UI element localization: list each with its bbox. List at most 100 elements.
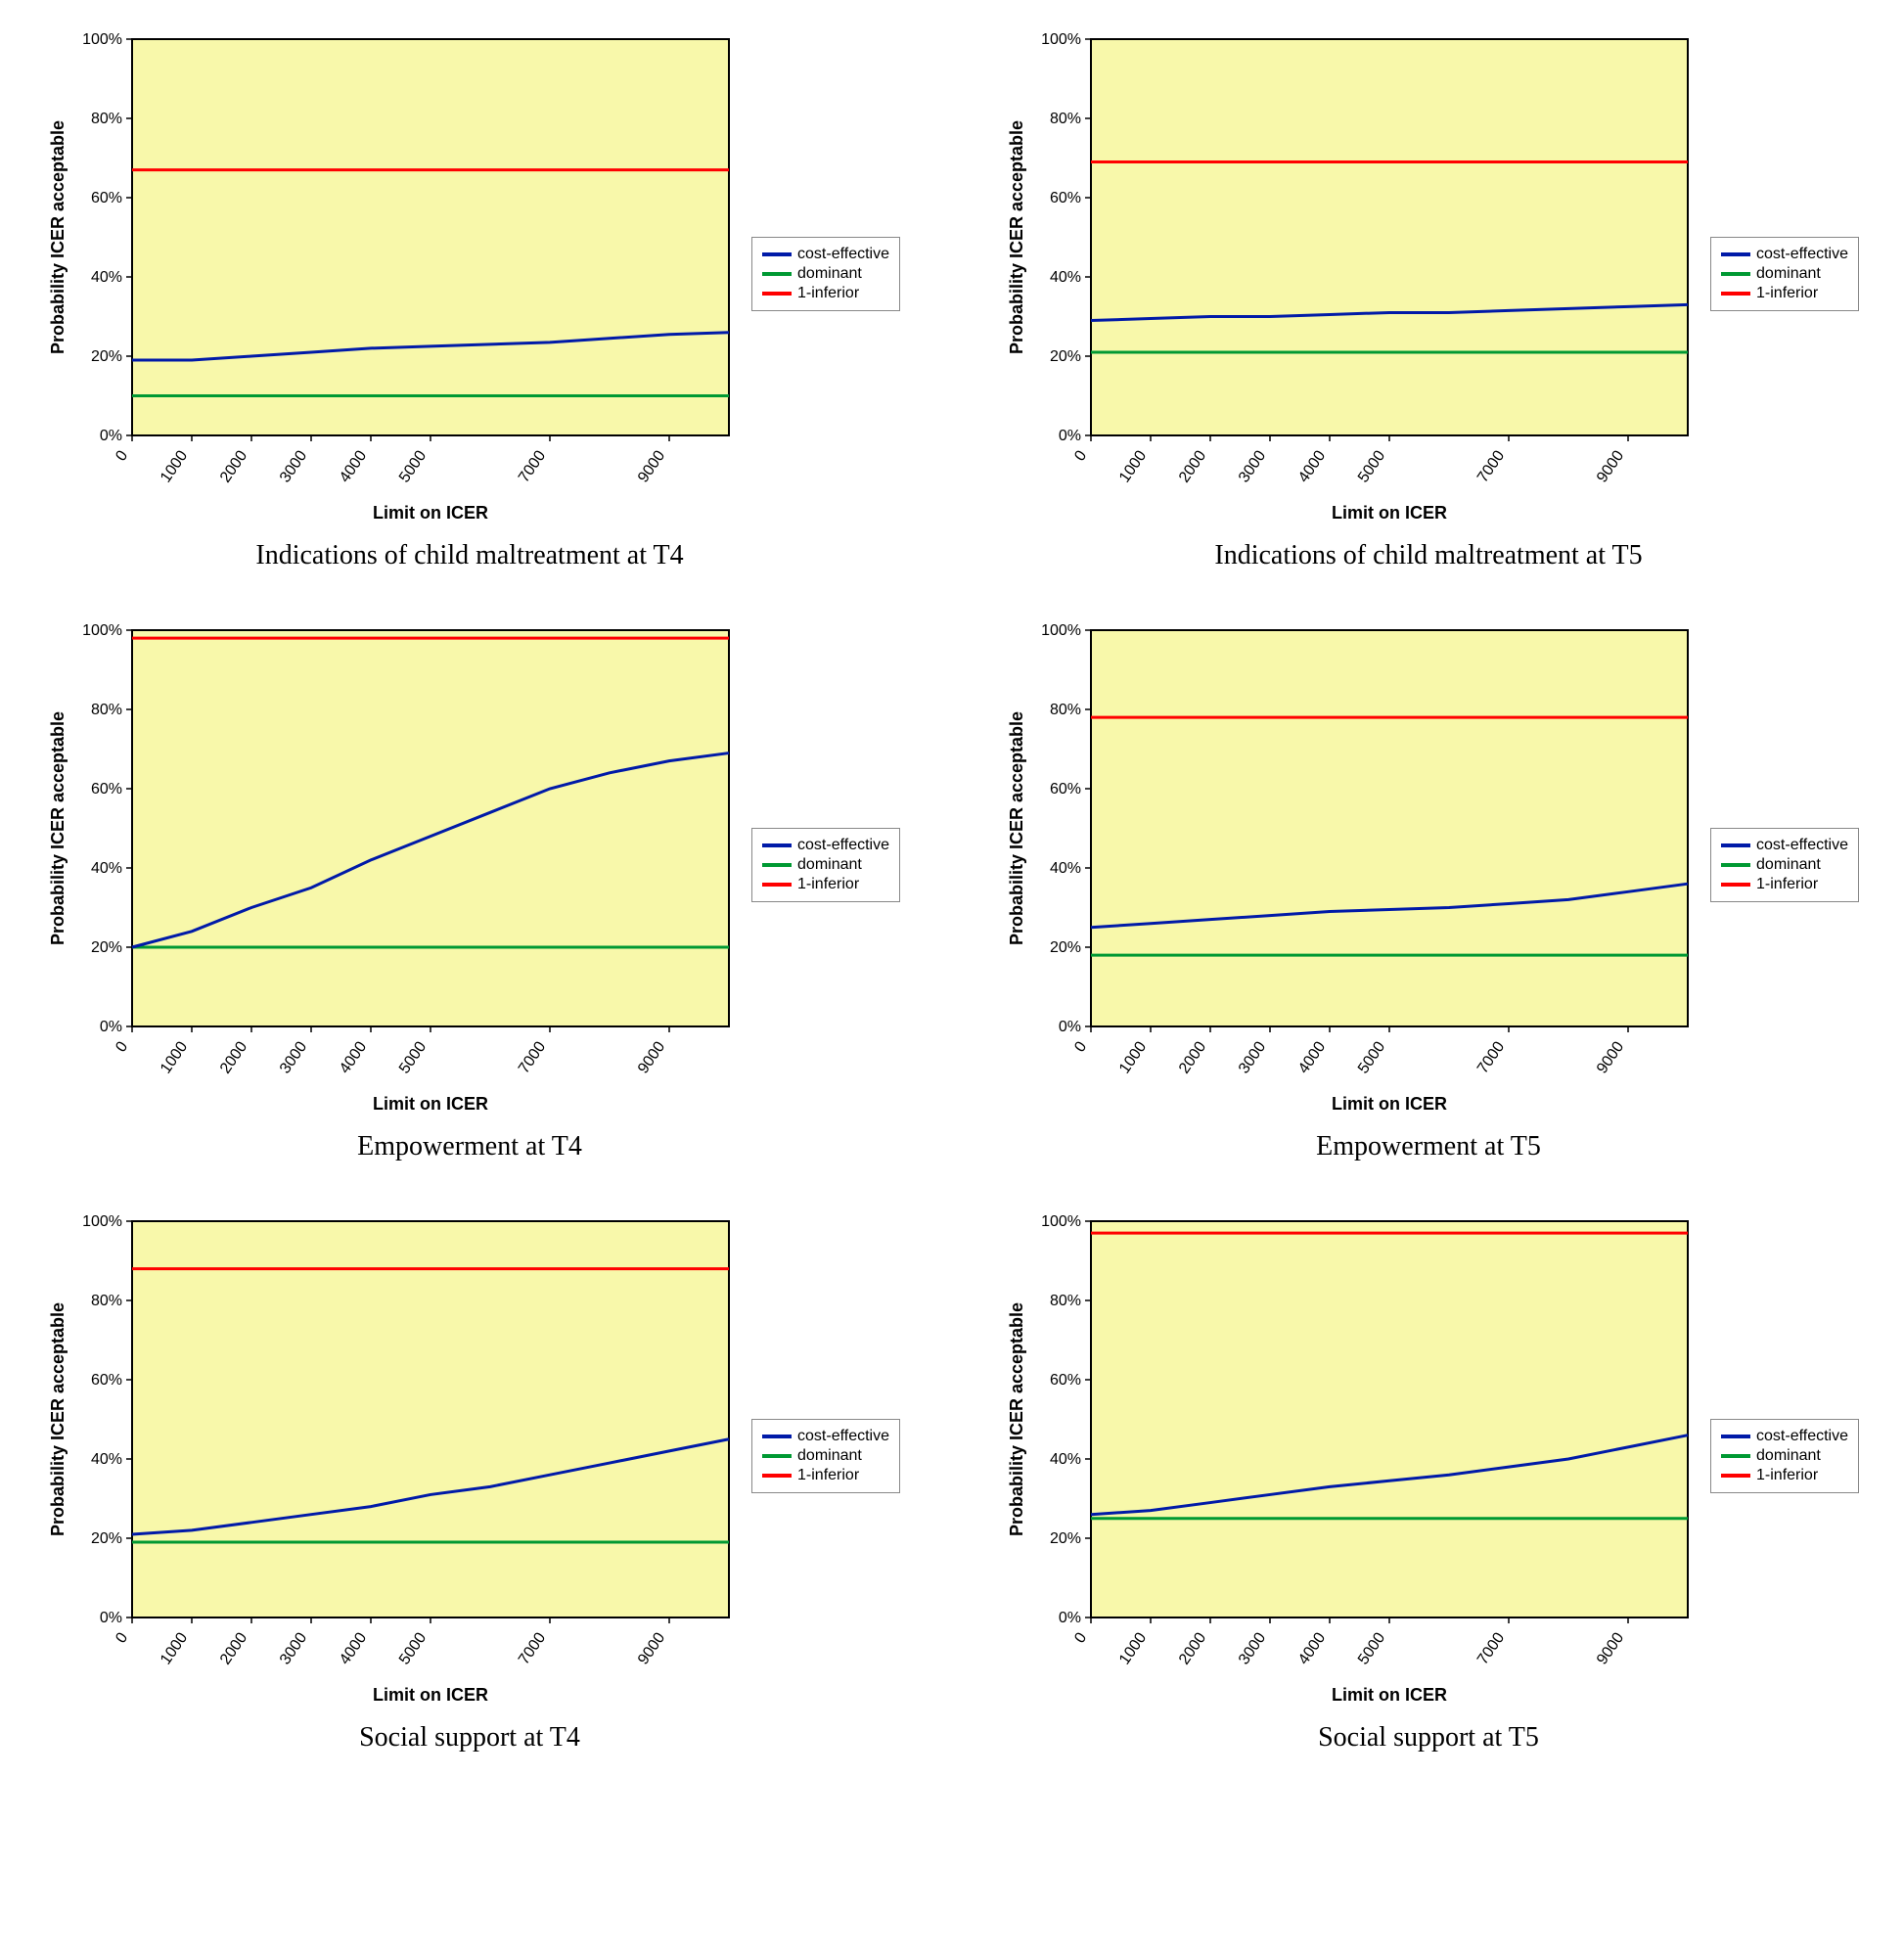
legend-swatch [762,1435,792,1438]
legend-label: dominant [1756,1447,1821,1465]
chart: 0%20%40%60%80%100%0100020003000400050007… [998,611,1702,1119]
legend-label: cost-effective [1756,1428,1848,1445]
chart: 0%20%40%60%80%100%0100020003000400050007… [39,611,744,1119]
svg-text:9000: 9000 [635,1629,668,1667]
svg-text:1000: 1000 [158,447,191,485]
legend-label: dominant [797,265,862,283]
legend-item: dominant [1721,856,1848,874]
svg-text:40%: 40% [1050,1451,1081,1468]
svg-text:0%: 0% [100,1019,122,1035]
svg-text:4000: 4000 [337,1038,370,1076]
svg-text:60%: 60% [91,1372,122,1389]
svg-text:0: 0 [113,1629,131,1646]
legend-item: 1-inferior [1721,1467,1848,1484]
svg-text:100%: 100% [82,1213,122,1230]
svg-text:Limit on ICER: Limit on ICER [373,503,488,523]
chart-wrapper: 0%20%40%60%80%100%0100020003000400050007… [39,1202,900,1710]
svg-text:7000: 7000 [1474,447,1508,485]
legend-item: cost-effective [762,246,889,263]
legend-label: dominant [1756,856,1821,874]
svg-text:60%: 60% [91,781,122,797]
legend-item: dominant [762,856,889,874]
legend-item: 1-inferior [762,285,889,302]
svg-text:7000: 7000 [516,447,549,485]
legend-swatch [762,843,792,847]
svg-text:100%: 100% [1041,1213,1081,1230]
svg-text:0: 0 [113,1038,131,1055]
svg-text:60%: 60% [1050,781,1081,797]
svg-text:20%: 20% [91,348,122,365]
svg-text:40%: 40% [1050,860,1081,877]
legend-swatch [1721,272,1750,276]
svg-text:5000: 5000 [396,1038,430,1076]
legend: cost-effectivedominant1-inferior [751,1419,900,1493]
legend-item: dominant [762,265,889,283]
svg-text:60%: 60% [1050,1372,1081,1389]
chart-wrapper: 0%20%40%60%80%100%0100020003000400050007… [998,1202,1859,1710]
svg-text:Probability ICER acceptable: Probability ICER acceptable [1007,711,1026,945]
chart-caption: Social support at T5 [1318,1722,1539,1754]
svg-text:0: 0 [113,447,131,464]
svg-text:2000: 2000 [217,447,250,485]
svg-text:3000: 3000 [277,447,310,485]
svg-text:20%: 20% [91,1530,122,1547]
legend-swatch [1721,1435,1750,1438]
svg-text:0: 0 [1071,1038,1090,1055]
svg-text:3000: 3000 [1236,1038,1269,1076]
legend-label: dominant [1756,265,1821,283]
svg-text:40%: 40% [91,269,122,286]
legend-label: cost-effective [797,1428,889,1445]
chart-cell: 0%20%40%60%80%100%0100020003000400050007… [20,20,920,571]
chart-cell: 0%20%40%60%80%100%0100020003000400050007… [978,20,1879,571]
svg-text:0: 0 [1071,447,1090,464]
svg-text:3000: 3000 [1236,1629,1269,1667]
svg-text:100%: 100% [82,31,122,48]
chart: 0%20%40%60%80%100%0100020003000400050007… [998,1202,1702,1710]
svg-text:Probability ICER acceptable: Probability ICER acceptable [1007,1302,1026,1536]
legend-swatch [762,1454,792,1458]
chart-caption: Social support at T4 [359,1722,580,1754]
chart-cell: 0%20%40%60%80%100%0100020003000400050007… [978,611,1879,1162]
legend-swatch [1721,1474,1750,1478]
charts-grid: 0%20%40%60%80%100%0100020003000400050007… [20,20,1879,1754]
svg-text:3000: 3000 [277,1629,310,1667]
legend-swatch [762,1474,792,1478]
svg-text:1000: 1000 [1116,447,1150,485]
svg-text:100%: 100% [82,622,122,639]
svg-text:Probability ICER acceptable: Probability ICER acceptable [48,1302,68,1536]
svg-text:2000: 2000 [217,1038,250,1076]
chart: 0%20%40%60%80%100%0100020003000400050007… [39,20,744,528]
svg-text:7000: 7000 [1474,1038,1508,1076]
svg-text:3000: 3000 [277,1038,310,1076]
svg-text:Limit on ICER: Limit on ICER [1332,1094,1447,1114]
chart-cell: 0%20%40%60%80%100%0100020003000400050007… [20,611,920,1162]
svg-text:Limit on ICER: Limit on ICER [373,1685,488,1705]
svg-text:Limit on ICER: Limit on ICER [1332,1685,1447,1705]
legend-label: 1-inferior [797,876,859,893]
svg-text:9000: 9000 [1594,447,1627,485]
svg-text:5000: 5000 [396,1629,430,1667]
legend-swatch [1721,863,1750,867]
chart: 0%20%40%60%80%100%0100020003000400050007… [998,20,1702,528]
legend-item: cost-effective [1721,1428,1848,1445]
svg-text:5000: 5000 [1355,1629,1388,1667]
svg-text:0%: 0% [100,1610,122,1626]
svg-text:7000: 7000 [1474,1629,1508,1667]
chart-wrapper: 0%20%40%60%80%100%0100020003000400050007… [998,20,1859,528]
chart-caption: Indications of child maltreatment at T5 [1214,540,1642,571]
svg-text:5000: 5000 [396,447,430,485]
svg-text:Limit on ICER: Limit on ICER [373,1094,488,1114]
svg-text:5000: 5000 [1355,1038,1388,1076]
svg-text:2000: 2000 [217,1629,250,1667]
legend-item: dominant [1721,265,1848,283]
legend-swatch [1721,883,1750,887]
svg-text:Probability ICER acceptable: Probability ICER acceptable [48,711,68,945]
legend-item: cost-effective [762,1428,889,1445]
legend-label: 1-inferior [797,285,859,302]
legend-label: dominant [797,1447,862,1465]
legend: cost-effectivedominant1-inferior [1710,828,1859,902]
svg-text:4000: 4000 [1295,1038,1329,1076]
svg-text:4000: 4000 [1295,447,1329,485]
legend-label: 1-inferior [1756,876,1818,893]
legend-label: dominant [797,856,862,874]
